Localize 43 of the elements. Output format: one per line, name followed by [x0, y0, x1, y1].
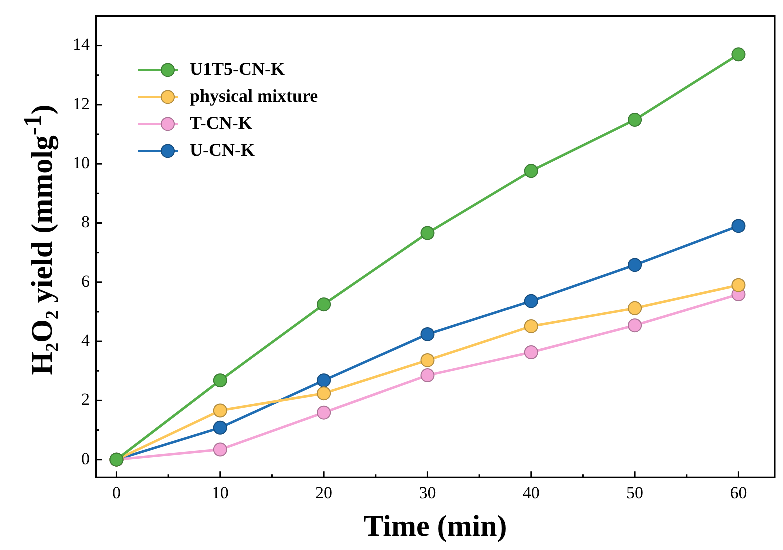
y-tick-label: 2	[82, 390, 90, 410]
y-tick-label: 10	[73, 154, 90, 173]
point	[317, 406, 332, 420]
point	[524, 164, 538, 178]
y-tick-label: 8	[82, 212, 90, 232]
point	[213, 420, 228, 435]
point	[420, 226, 435, 240]
point	[524, 294, 538, 308]
x-tick-label: 40	[522, 483, 540, 502]
legend-label: U-CN-K	[190, 140, 255, 160]
point	[628, 318, 642, 333]
point	[317, 374, 332, 388]
y-tick-label: 14	[73, 35, 90, 54]
point	[420, 327, 435, 342]
y-tick-label: 4	[82, 331, 90, 350]
point	[317, 386, 332, 401]
y-tick-label: 6	[82, 272, 90, 291]
point	[732, 219, 746, 234]
point	[732, 48, 746, 62]
x-tick-label: 60	[730, 483, 748, 502]
x-tick-label: 50	[626, 483, 644, 502]
legend-label: physical mixture	[190, 86, 318, 106]
point	[524, 319, 538, 334]
point	[628, 301, 642, 316]
point	[628, 113, 642, 128]
point	[732, 278, 746, 292]
x-axis-title: Time (min)	[364, 510, 508, 543]
point	[628, 258, 642, 272]
point	[213, 404, 228, 418]
x-tick-label: 0	[112, 483, 121, 502]
point	[213, 374, 228, 388]
y-tick-label: 0	[82, 449, 90, 468]
point	[524, 345, 538, 360]
legend-label: U1T5-CN-K	[190, 58, 285, 79]
x-tick-label: 20	[316, 483, 333, 502]
x-tick-label: 10	[212, 483, 229, 502]
point	[420, 353, 435, 368]
y-tick-label: 12	[73, 94, 90, 114]
point	[317, 298, 332, 312]
x-tick-label: 30	[419, 483, 436, 502]
point	[213, 442, 228, 457]
point	[420, 368, 435, 383]
legend-label: T-CN-K	[190, 112, 252, 133]
